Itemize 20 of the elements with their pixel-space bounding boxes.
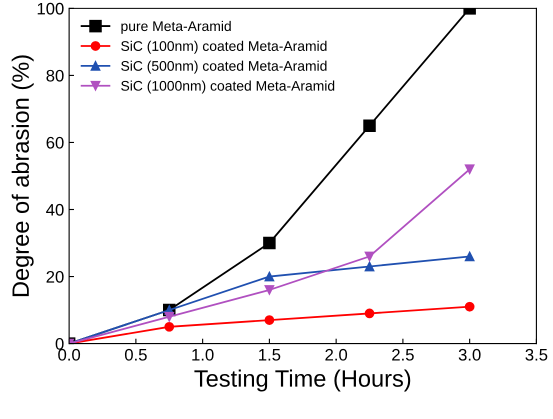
y-tick-label: 100: [38, 2, 64, 15]
x-tick-label: 0.5: [124, 348, 147, 361]
x-tick-label: 1.5: [259, 349, 280, 361]
legend-label: SiC (500nm) coated Meta-Aramid: [121, 60, 326, 74]
x-tick-label: 3.0: [458, 348, 481, 361]
x-tick-label: 2.5: [392, 348, 414, 361]
legend-label: pure Meta-Aramid: [121, 20, 231, 34]
x-tick-label: 1.0: [192, 348, 214, 361]
y-tick-label: 80: [46, 70, 64, 82]
y-tick-label: 60: [46, 136, 64, 149]
y-tick-label: 0: [56, 338, 64, 350]
y-axis-title: Degree of abrasion (%): [12, 55, 34, 296]
x-tick-label: 0.0: [58, 348, 80, 361]
x-tick-label: 2.0: [325, 348, 348, 361]
y-tick-label: 40: [46, 204, 64, 216]
x-tick-label: 3.5: [525, 348, 548, 361]
y-tick-label: 20: [46, 270, 64, 283]
legend-label: SiC (100nm) coated Meta-Aramid: [121, 40, 326, 54]
legend-label: SiC (1000nm) coated Meta-Aramid: [121, 80, 334, 94]
x-axis-title: Testing Time (Hours): [194, 370, 410, 392]
